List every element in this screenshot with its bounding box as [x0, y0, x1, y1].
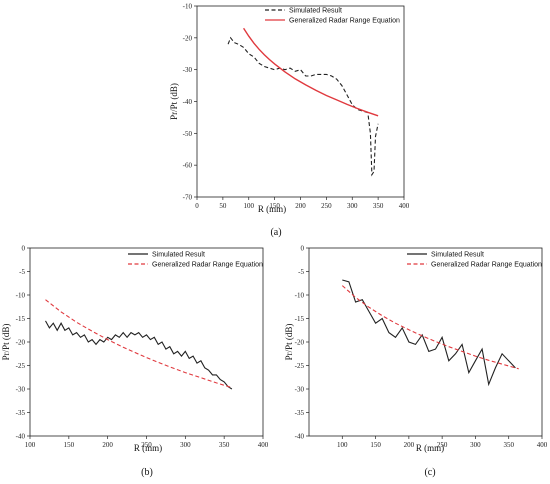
chart-panel-b: 100 150 200 250 300 350 400 -40 -35 -30 -25 -20 -15 -… [1, 245, 269, 479]
y-tick-label: -20 [295, 339, 305, 347]
x-tick-label: 250 [141, 441, 152, 449]
legend-label: Generalized Radar Range Equation [152, 262, 263, 269]
x-tick-label: 300 [180, 441, 191, 449]
y-tick-label: -15 [295, 315, 305, 323]
y-tick-label: -60 [183, 162, 193, 170]
x-tick-label: 150 [370, 441, 381, 449]
legend-label: Simulated Result [152, 252, 205, 259]
x-tick-label: 100 [337, 441, 348, 449]
y-tick-label: -10 [16, 292, 26, 300]
x-tick-label: 100 [25, 441, 36, 449]
x-axis-label: R (mm) [134, 443, 162, 453]
x-tick-label: 0 [195, 202, 199, 210]
x-tick-label: 350 [503, 441, 514, 449]
x-tick-label: 150 [269, 202, 280, 210]
y-axis-label: Pr/Pt (dB) [169, 83, 179, 120]
series-line-radar-equation [243, 27, 379, 117]
x-tick-label: 200 [102, 441, 113, 449]
x-tick-label: 400 [537, 441, 548, 449]
chart-panel-a: 0 50 100 150 200 250 300 350 400 -70 -60 -50 -40 -30 -… [169, 3, 410, 239]
x-tick-label: 350 [373, 202, 384, 210]
x-tick-label: 300 [470, 441, 481, 449]
y-tick-label: -70 [183, 194, 193, 202]
x-axis-label: R (mm) [416, 443, 444, 453]
x-tick-label: 400 [258, 441, 269, 449]
legend-label: Generalized Radar Range Equation [431, 262, 542, 269]
panel-label: (c) [424, 467, 435, 478]
x-tick-label: 250 [321, 202, 332, 210]
series-line-radar-equation [45, 299, 233, 389]
y-tick-label: -30 [183, 66, 193, 74]
y-tick-label: -10 [295, 292, 305, 300]
y-tick-label: -10 [183, 3, 193, 11]
y-tick-label: -35 [16, 409, 26, 417]
y-tick-label: -5 [19, 268, 25, 276]
series-line-simulated [45, 320, 233, 390]
chart-panel-c: 100 150 200 250 300 350 400 -40 -35 -30 -25 -20 -15 -… [284, 245, 548, 479]
plot-frame [196, 5, 405, 198]
series-line-simulated [342, 279, 516, 387]
y-axis-label: Pr/Pt (dB) [1, 324, 11, 361]
x-tick-label: 150 [64, 441, 75, 449]
y-tick-label: -5 [298, 268, 304, 276]
x-tick-label: 100 [244, 202, 255, 210]
y-tick-label: -35 [295, 409, 305, 417]
y-tick-label: -40 [183, 98, 193, 106]
x-tick-label: 400 [399, 202, 410, 210]
panel-label: (b) [141, 467, 153, 478]
x-tick-label: 200 [404, 441, 415, 449]
y-tick-label: -25 [295, 362, 305, 370]
y-tick-label: 0 [22, 245, 26, 253]
x-tick-label: 300 [347, 202, 358, 210]
x-tick-label: 250 [437, 441, 448, 449]
y-tick-label: -30 [16, 386, 26, 394]
y-axis-label: Pr/Pt (dB) [284, 324, 294, 361]
legend-label: Simulated Result [289, 8, 342, 15]
plot-frame [29, 247, 264, 437]
series-line-simulated [227, 36, 379, 177]
y-tick-label: -25 [16, 362, 26, 370]
panel-label: (a) [270, 227, 281, 238]
y-tick-label: -15 [16, 315, 26, 323]
x-tick-label: 350 [219, 441, 230, 449]
y-tick-label: -50 [183, 130, 193, 138]
legend-label: Simulated Result [431, 252, 484, 259]
x-axis-label: R (mm) [258, 204, 286, 214]
y-tick-label: -20 [16, 339, 26, 347]
y-tick-label: 0 [301, 245, 305, 253]
legend-label: Generalized Radar Range Equation [289, 18, 400, 25]
x-tick-label: 200 [295, 202, 306, 210]
y-tick-label: -40 [16, 433, 26, 441]
series-line-radar-equation [341, 285, 519, 370]
y-tick-label: -30 [295, 386, 305, 394]
y-tick-label: -40 [295, 433, 305, 441]
x-tick-label: 50 [219, 202, 227, 210]
y-tick-label: -20 [183, 34, 193, 42]
